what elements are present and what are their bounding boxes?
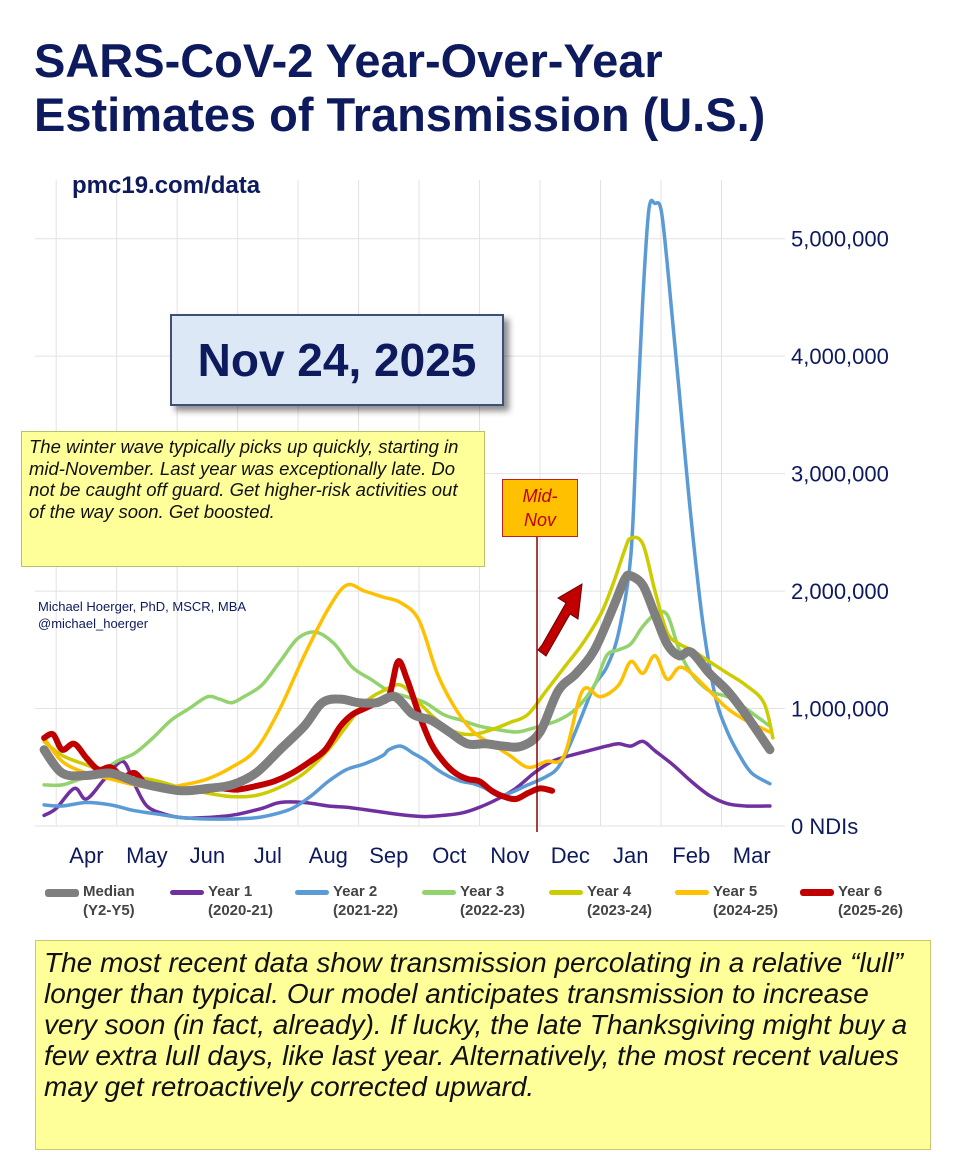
legend-sub-year6: (2025-26) [838, 902, 904, 919]
y-tick-label: 1,000,000 [791, 697, 889, 722]
x-tick-label: Jul [254, 843, 282, 868]
y-axis-labels: 0 NDIs 1,000,000 2,000,000 3,000,000 4,000,0… [791, 227, 889, 839]
x-tick-label: Mar [733, 843, 771, 868]
legend-swatch-year6 [800, 889, 834, 896]
series-line-year1 [42, 739, 772, 820]
legend-swatch-year2 [295, 890, 329, 895]
series-line-median [39, 570, 775, 796]
title-line-1: SARS-CoV-2 Year-Over-Year [34, 34, 663, 87]
x-tick-label: Oct [432, 843, 466, 868]
title-line-2: Estimates of Transmission (U.S.) [34, 88, 766, 141]
series-lines [39, 198, 775, 821]
summary-box: The most recent data show transmission p… [35, 940, 931, 1150]
x-tick-label: Apr [69, 843, 103, 868]
x-tick-label: Jun [190, 843, 225, 868]
x-tick-label: Nov [490, 843, 529, 868]
x-axis-labels: Apr May Jun Jul Aug Sep Oct Nov Dec Jan Feb Mar [69, 843, 770, 868]
trend-arrow [537, 583, 583, 657]
legend-name-year2: Year 2 [333, 883, 378, 900]
legend-sub-year4: (2023-24) [587, 902, 653, 919]
y-tick-label: 3,000,000 [791, 462, 889, 487]
legend-sub-year5: (2024-25) [713, 902, 779, 919]
legend-sub-year2: (2021-22) [333, 902, 399, 919]
legend-name-year4: Year 4 [587, 883, 632, 900]
legend-sub-year1: (2020-21) [208, 902, 274, 919]
legend-swatch-year1 [170, 890, 204, 895]
legend-swatch-year3 [422, 890, 456, 895]
source-url: pmc19.com/data [72, 172, 261, 199]
legend-name-year3: Year 3 [460, 883, 505, 900]
x-tick-label: Jan [613, 843, 648, 868]
x-tick-label: Feb [672, 843, 710, 868]
legend: Median (Y2-Y5) Year 1 (2020-21) Year 2 (202… [45, 882, 925, 926]
legend-name-year1: Year 1 [208, 883, 253, 900]
legend-swatch-median [45, 889, 79, 897]
mid-nov-marker [536, 535, 583, 832]
legend-sub-year3: (2022-23) [460, 902, 526, 919]
x-tick-label: Dec [551, 843, 590, 868]
legend-name-year6: Year 6 [838, 883, 883, 900]
author-name: Michael Hoerger, PhD, MSCR, MBA [38, 599, 247, 614]
x-tick-label: Aug [309, 843, 348, 868]
author-credit: Michael Hoerger, PhD, MSCR, MBA @michael… [38, 598, 246, 632]
mid-nov-label: Mid- Nov [502, 479, 578, 537]
x-tick-label: May [126, 843, 168, 868]
chart-title: SARS-CoV-2 Year-Over-Year Estimates of T… [34, 34, 934, 142]
mid-nov-label-line1: Mid- [522, 486, 558, 506]
y-tick-label: 5,000,000 [791, 227, 889, 252]
note-box: The winter wave typically picks up quick… [21, 431, 485, 567]
legend-name-year5: Year 5 [713, 883, 758, 900]
date-label: Nov 24, 2025 [170, 314, 504, 406]
author-handle: @michael_hoerger [38, 616, 149, 631]
y-tick-label: 4,000,000 [791, 344, 889, 369]
x-tick-label: Sep [369, 843, 408, 868]
series-line-year5 [42, 582, 772, 791]
y-tick-label: 0 NDIs [791, 814, 858, 839]
mid-nov-label-line2: Nov [523, 510, 556, 530]
legend-name-median: Median [83, 883, 135, 900]
legend-sub-median: (Y2-Y5) [83, 902, 135, 919]
legend-swatch-year5 [675, 890, 709, 895]
y-tick-label: 2,000,000 [791, 579, 889, 604]
legend-swatch-year4 [549, 890, 583, 895]
